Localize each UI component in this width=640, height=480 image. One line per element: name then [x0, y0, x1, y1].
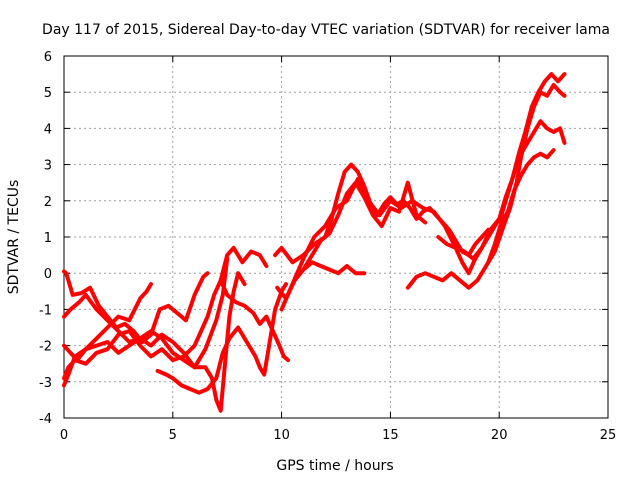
x-tick-label: 0 [60, 428, 68, 443]
y-tick-label: 2 [44, 195, 52, 210]
y-axis-label: SDTVAR / TECUs [6, 180, 22, 295]
x-tick-label: 10 [273, 428, 290, 443]
x-tick-label: 5 [169, 428, 177, 443]
series-line-track-6 [155, 282, 288, 395]
series-line-track-2 [62, 256, 230, 370]
series-line-track-7 [218, 278, 291, 363]
y-tick-label: -4 [39, 412, 52, 427]
y-tick-label: 6 [44, 50, 52, 65]
x-tick-label: 15 [382, 428, 399, 443]
y-tick-label: -1 [39, 303, 52, 318]
series-line-track-14 [486, 148, 556, 265]
series-line-track-1 [62, 269, 210, 344]
x-axis-label: GPS time / hours [276, 458, 393, 474]
y-tick-label: -2 [39, 340, 52, 355]
series-layer [62, 72, 567, 413]
grid-layer [64, 56, 608, 418]
series-line-track-11 [279, 119, 567, 312]
series-line-track-9 [275, 180, 428, 301]
series-line-track-4 [62, 245, 269, 381]
y-tick-label: 4 [44, 122, 52, 137]
series-line-track-12 [405, 83, 567, 290]
series-line-track-13 [436, 72, 567, 261]
x-tick-label: 25 [600, 428, 617, 443]
y-tick-label: 3 [44, 159, 52, 174]
axes: 0 5 10 15 20 25 -4 -3 -2 -1 0 1 2 3 4 5 6 [39, 50, 616, 443]
y-tick-label: 1 [44, 231, 52, 246]
y-tick-label: 0 [44, 267, 52, 282]
series-line-track-10 [301, 260, 367, 276]
x-tick-label: 20 [491, 428, 508, 443]
y-tick-label: -3 [39, 376, 52, 391]
y-tick-label: 5 [44, 86, 52, 101]
chart-title: Day 117 of 2015, Sidereal Day-to-day VTE… [42, 22, 610, 38]
